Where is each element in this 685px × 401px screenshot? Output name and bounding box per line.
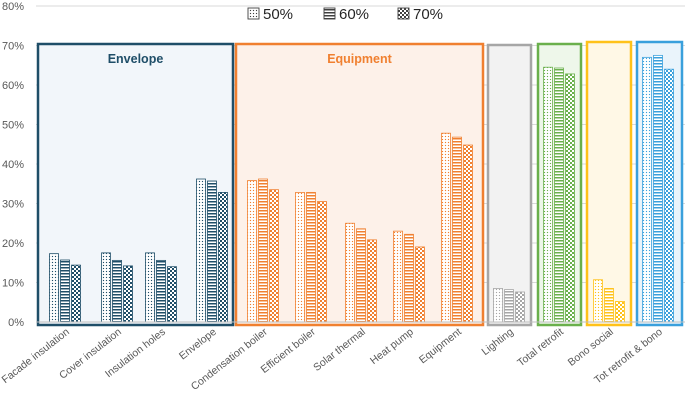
bar (452, 136, 462, 323)
x-tick-label: Lighting (479, 326, 515, 358)
bar (196, 178, 206, 323)
bar (415, 246, 425, 323)
group-box (585, 40, 633, 327)
legend: 50% 60% 70% (247, 6, 443, 23)
bar (60, 259, 70, 323)
legend-label: 60% (339, 6, 369, 23)
x-tick-label: Equipment (417, 326, 464, 366)
legend-swatch (323, 7, 336, 20)
x-tick-label: Solar thermal (311, 326, 368, 374)
group-box (486, 43, 533, 327)
bar (593, 279, 603, 323)
bar (317, 201, 327, 323)
bar (258, 178, 268, 323)
bar (493, 288, 503, 323)
x-tick-label: Total retrofit (515, 326, 566, 369)
bar (515, 291, 525, 323)
bar (123, 265, 133, 323)
bar (101, 252, 111, 323)
bar (156, 259, 166, 323)
y-tick-label: 40% (2, 159, 24, 171)
bar (653, 54, 663, 323)
legend-label: 70% (413, 6, 443, 23)
bar (306, 192, 316, 323)
bar (247, 180, 257, 323)
bar (49, 253, 59, 323)
bar (441, 132, 451, 323)
bar (367, 239, 377, 323)
y-tick-label: 0% (8, 317, 24, 329)
bar (345, 222, 355, 323)
x-tick-label: Heat pump (368, 326, 416, 367)
x-tick-label: Envelope (177, 326, 219, 363)
bar (218, 192, 228, 323)
y-tick-label: 50% (2, 120, 24, 132)
y-tick-label: 60% (2, 80, 24, 92)
legend-swatch (247, 7, 260, 20)
bar (295, 192, 305, 323)
bar (71, 264, 81, 323)
bar (642, 56, 652, 323)
bar (504, 289, 514, 323)
bar (393, 230, 403, 323)
bar (615, 301, 625, 323)
bar (207, 180, 217, 323)
y-tick-label: 70% (2, 41, 24, 53)
group-label: Equipment (327, 52, 392, 66)
bar (664, 68, 674, 323)
y-tick-label: 20% (2, 238, 24, 250)
bar (604, 288, 614, 323)
y-tick-label: 80% (2, 1, 24, 13)
bar (463, 144, 473, 323)
bar (167, 266, 177, 323)
group-label: Envelope (108, 52, 164, 66)
bar (554, 67, 564, 323)
bar (565, 73, 575, 323)
bar (356, 228, 366, 323)
bar (404, 233, 414, 323)
bar (145, 252, 155, 323)
y-tick-label: 30% (2, 199, 24, 211)
legend-label: 50% (263, 6, 293, 23)
bar (543, 66, 553, 323)
bar (112, 259, 122, 323)
x-tick-label: Bono social (566, 326, 616, 369)
y-tick-label: 10% (2, 278, 24, 290)
legend-swatch (397, 7, 410, 20)
bar (269, 189, 279, 323)
y-axis: 0% 10% 20% 30% 40% 50% 60% 70% 80% (2, 1, 24, 329)
